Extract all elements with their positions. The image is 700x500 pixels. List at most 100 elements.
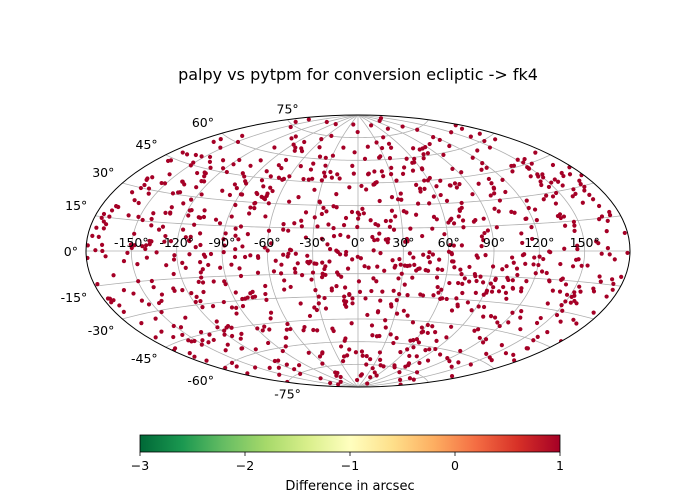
- data-point: [149, 239, 154, 244]
- data-point: [559, 303, 564, 308]
- data-point: [359, 349, 365, 354]
- data-point: [372, 169, 377, 174]
- data-point: [553, 201, 559, 206]
- data-point: [484, 351, 489, 357]
- data-point: [287, 174, 292, 179]
- y-tick-label: 0°: [64, 244, 78, 259]
- data-point: [268, 174, 273, 179]
- data-point: [265, 248, 270, 253]
- data-point: [315, 224, 320, 229]
- data-point: [509, 209, 514, 214]
- data-point: [276, 358, 281, 363]
- data-point: [449, 130, 454, 135]
- data-point: [222, 279, 227, 284]
- data-point: [350, 296, 355, 301]
- data-point: [143, 246, 148, 252]
- data-point: [357, 212, 362, 217]
- data-point: [417, 147, 422, 152]
- data-point: [433, 346, 438, 352]
- data-point: [206, 262, 211, 268]
- data-point: [438, 178, 443, 183]
- data-point: [582, 188, 587, 193]
- data-point: [456, 280, 461, 286]
- data-point: [311, 327, 316, 333]
- data-point: [207, 159, 213, 164]
- data-point: [356, 216, 361, 221]
- data-point: [489, 358, 494, 363]
- x-tick-label: 30°: [392, 235, 414, 250]
- data-point: [571, 187, 576, 192]
- data-point: [427, 141, 432, 147]
- data-point: [406, 361, 412, 366]
- data-point: [292, 266, 297, 271]
- data-point: [146, 186, 152, 191]
- data-point: [129, 245, 134, 251]
- data-point: [554, 312, 560, 318]
- data-point: [552, 177, 557, 182]
- data-point: [273, 258, 278, 263]
- y-tick-label: -75°: [274, 386, 301, 401]
- data-point: [187, 351, 192, 356]
- y-tick-label: 15°: [65, 198, 87, 213]
- data-point: [293, 251, 298, 256]
- data-point: [317, 145, 322, 150]
- data-point: [362, 264, 367, 269]
- data-point: [364, 362, 369, 367]
- data-point: [96, 234, 101, 239]
- data-point: [171, 257, 177, 262]
- data-point: [392, 265, 397, 270]
- data-point: [239, 192, 245, 197]
- data-point: [372, 238, 377, 243]
- data-point: [182, 182, 187, 187]
- data-point: [265, 191, 270, 196]
- data-point: [221, 237, 226, 242]
- data-point: [388, 218, 393, 223]
- data-point: [320, 361, 325, 366]
- data-point: [494, 225, 499, 230]
- data-point: [280, 348, 285, 354]
- data-point: [462, 276, 467, 281]
- data-point: [153, 335, 158, 340]
- data-point: [519, 231, 524, 236]
- data-point: [187, 252, 192, 257]
- data-point: [252, 201, 257, 206]
- data-point: [261, 195, 266, 201]
- data-point: [266, 201, 271, 206]
- data-point: [449, 324, 454, 329]
- data-point: [237, 266, 242, 271]
- data-point: [374, 334, 380, 339]
- data-point: [405, 293, 410, 298]
- data-point: [518, 315, 523, 320]
- colorbar-tick-label: 1: [556, 458, 564, 473]
- data-point: [151, 211, 156, 216]
- data-point: [247, 211, 252, 216]
- data-point: [299, 224, 304, 229]
- data-point: [388, 332, 393, 337]
- data-point: [347, 292, 352, 297]
- data-point: [350, 301, 355, 306]
- data-point: [476, 304, 481, 309]
- data-point: [163, 233, 168, 239]
- data-point: [233, 233, 238, 238]
- data-point: [234, 364, 239, 369]
- data-point: [349, 209, 355, 215]
- data-point: [111, 298, 116, 303]
- data-point: [411, 377, 416, 382]
- data-point: [532, 255, 537, 260]
- data-point: [253, 347, 258, 352]
- data-point: [328, 380, 333, 386]
- data-point: [377, 350, 383, 355]
- data-point: [435, 267, 440, 272]
- data-point: [422, 186, 427, 191]
- data-point: [320, 351, 325, 356]
- data-point: [458, 348, 463, 354]
- data-point: [229, 262, 234, 267]
- data-point: [410, 168, 416, 173]
- data-point: [233, 226, 238, 231]
- data-point: [402, 282, 407, 287]
- data-point: [232, 182, 238, 187]
- data-point: [144, 243, 149, 248]
- data-point: [610, 277, 615, 282]
- data-point: [222, 243, 227, 248]
- x-tick-label: -30°: [299, 235, 326, 250]
